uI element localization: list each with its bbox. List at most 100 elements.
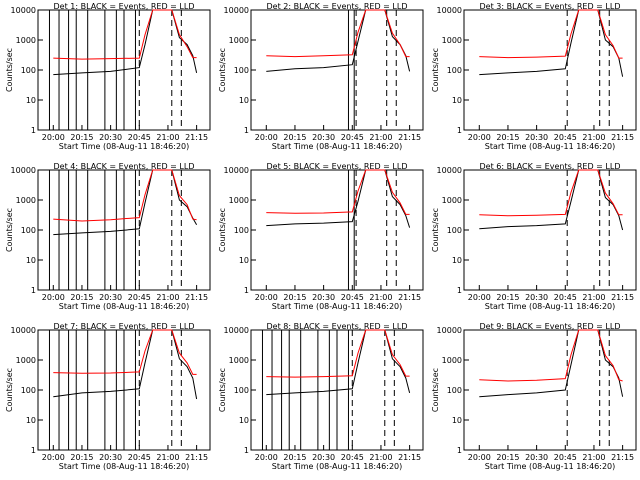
series-line-lld xyxy=(266,169,410,215)
panel-det-8: Det 8: BLACK = Events, RED = LLD 1 10 100 10… xyxy=(218,322,424,471)
y-tick-label: 100 xyxy=(447,226,462,235)
x-tick-label: 20:30 xyxy=(525,293,548,302)
y-tick-label: 1 xyxy=(457,286,462,295)
panel-det-3: Det 3: BLACK = Events, RED = LLD 1 10 100 10… xyxy=(431,2,637,151)
x-tick-label: 20:00 xyxy=(42,293,65,302)
x-tick-label: 20:30 xyxy=(312,293,335,302)
series-line-lld xyxy=(479,329,623,382)
y-tick-label: 1000 xyxy=(229,356,249,365)
x-tick-label: 20:15 xyxy=(70,293,93,302)
series-line-lld xyxy=(266,9,410,58)
x-tick-label: 20:00 xyxy=(42,453,65,462)
x-tick-label: 21:00 xyxy=(369,293,392,302)
x-axis-label: Start Time (08-Aug-11 18:46:20) xyxy=(59,462,190,471)
plot-frame xyxy=(463,169,637,291)
y-tick-label: 100 xyxy=(234,386,249,395)
panel-title: Det 6: BLACK = Events, RED = LLD xyxy=(480,162,621,171)
x-tick-label: 21:00 xyxy=(156,133,179,142)
x-tick-label: 21:00 xyxy=(156,293,179,302)
series-line-lld xyxy=(479,169,623,217)
x-axis-label: Start Time (08-Aug-11 18:46:20) xyxy=(59,302,190,311)
y-tick-label: 10000 xyxy=(437,326,462,335)
x-tick-label: 20:15 xyxy=(70,453,93,462)
y-tick-label: 1 xyxy=(244,286,249,295)
panel-det-1: Det 1: BLACK = Events, RED = LLD 1 10 100 10… xyxy=(5,2,211,151)
x-tick-label: 21:15 xyxy=(611,293,634,302)
y-tick-label: 100 xyxy=(21,226,36,235)
plot-frame xyxy=(250,169,424,291)
y-tick-label: 10000 xyxy=(11,166,36,175)
x-tick-label: 20:45 xyxy=(128,133,151,142)
y-axis-label: Counts/sec xyxy=(5,48,14,92)
x-axis-label: Start Time (08-Aug-11 18:46:20) xyxy=(272,142,403,151)
x-axis-label: Start Time (08-Aug-11 18:46:20) xyxy=(485,462,616,471)
x-tick-label: 21:15 xyxy=(398,453,421,462)
panel-title: Det 8: BLACK = Events, RED = LLD xyxy=(267,322,408,331)
panel-title: Det 7: BLACK = Events, RED = LLD xyxy=(54,322,195,331)
y-tick-label: 10 xyxy=(452,256,462,265)
y-tick-label: 1000 xyxy=(229,36,249,45)
panel-title: Det 5: BLACK = Events, RED = LLD xyxy=(267,162,408,171)
y-tick-label: 1 xyxy=(31,126,36,135)
y-axis-label: Counts/sec xyxy=(218,208,227,252)
y-axis-label: Counts/sec xyxy=(218,48,227,92)
panel-title: Det 4: BLACK = Events, RED = LLD xyxy=(54,162,195,171)
y-axis-label: Counts/sec xyxy=(431,208,440,252)
series-line-lld xyxy=(53,9,197,60)
x-tick-label: 20:30 xyxy=(525,133,548,142)
y-tick-label: 1 xyxy=(31,446,36,455)
x-tick-label: 20:30 xyxy=(312,133,335,142)
y-tick-label: 1000 xyxy=(16,196,36,205)
y-tick-label: 1000 xyxy=(442,356,462,365)
y-tick-label: 1 xyxy=(457,126,462,135)
x-axis-label: Start Time (08-Aug-11 18:46:20) xyxy=(272,462,403,471)
x-axis-label: Start Time (08-Aug-11 18:46:20) xyxy=(485,142,616,151)
x-tick-label: 21:15 xyxy=(185,453,208,462)
y-tick-label: 10 xyxy=(26,96,36,105)
x-tick-label: 20:45 xyxy=(554,133,577,142)
y-tick-label: 10 xyxy=(26,416,36,425)
x-tick-label: 21:15 xyxy=(611,133,634,142)
y-tick-label: 10 xyxy=(239,256,249,265)
x-tick-label: 20:30 xyxy=(99,453,122,462)
y-tick-label: 10 xyxy=(239,416,249,425)
y-axis-label: Counts/sec xyxy=(5,208,14,252)
x-tick-label: 21:00 xyxy=(156,453,179,462)
x-tick-label: 20:45 xyxy=(554,293,577,302)
x-tick-label: 21:15 xyxy=(398,133,421,142)
panel-det-6: Det 6: BLACK = Events, RED = LLD 1 10 100 10… xyxy=(431,162,637,311)
x-tick-label: 20:30 xyxy=(99,133,122,142)
x-tick-label: 20:00 xyxy=(255,293,278,302)
x-tick-label: 21:00 xyxy=(582,133,605,142)
x-tick-label: 20:15 xyxy=(496,453,519,462)
x-tick-label: 20:00 xyxy=(42,133,65,142)
panel-det-5: Det 5: BLACK = Events, RED = LLD 1 10 100 10… xyxy=(218,162,424,311)
y-tick-label: 1000 xyxy=(442,36,462,45)
y-tick-label: 100 xyxy=(234,66,249,75)
panel-det-4: Det 4: BLACK = Events, RED = LLD 1 10 100 10… xyxy=(5,162,211,311)
x-tick-label: 20:15 xyxy=(283,293,306,302)
x-tick-label: 20:15 xyxy=(283,133,306,142)
y-tick-label: 1000 xyxy=(229,196,249,205)
x-tick-label: 21:00 xyxy=(369,133,392,142)
y-tick-label: 100 xyxy=(21,386,36,395)
y-tick-label: 1000 xyxy=(442,196,462,205)
plot-frame xyxy=(463,329,637,451)
x-tick-label: 20:30 xyxy=(99,293,122,302)
x-tick-label: 20:15 xyxy=(70,133,93,142)
series-line-lld xyxy=(53,329,197,375)
y-axis-label: Counts/sec xyxy=(5,368,14,412)
panel-det-2: Det 2: BLACK = Events, RED = LLD 1 10 100 10… xyxy=(218,2,424,151)
y-tick-label: 100 xyxy=(447,66,462,75)
x-tick-label: 20:00 xyxy=(468,133,491,142)
x-tick-label: 20:45 xyxy=(554,453,577,462)
panel-title: Det 9: BLACK = Events, RED = LLD xyxy=(480,322,621,331)
y-tick-label: 10000 xyxy=(11,6,36,15)
y-tick-label: 1 xyxy=(244,126,249,135)
y-tick-label: 1 xyxy=(31,286,36,295)
x-tick-label: 20:45 xyxy=(341,453,364,462)
x-axis-label: Start Time (08-Aug-11 18:46:20) xyxy=(272,302,403,311)
x-tick-label: 21:15 xyxy=(185,293,208,302)
x-tick-label: 21:15 xyxy=(185,133,208,142)
